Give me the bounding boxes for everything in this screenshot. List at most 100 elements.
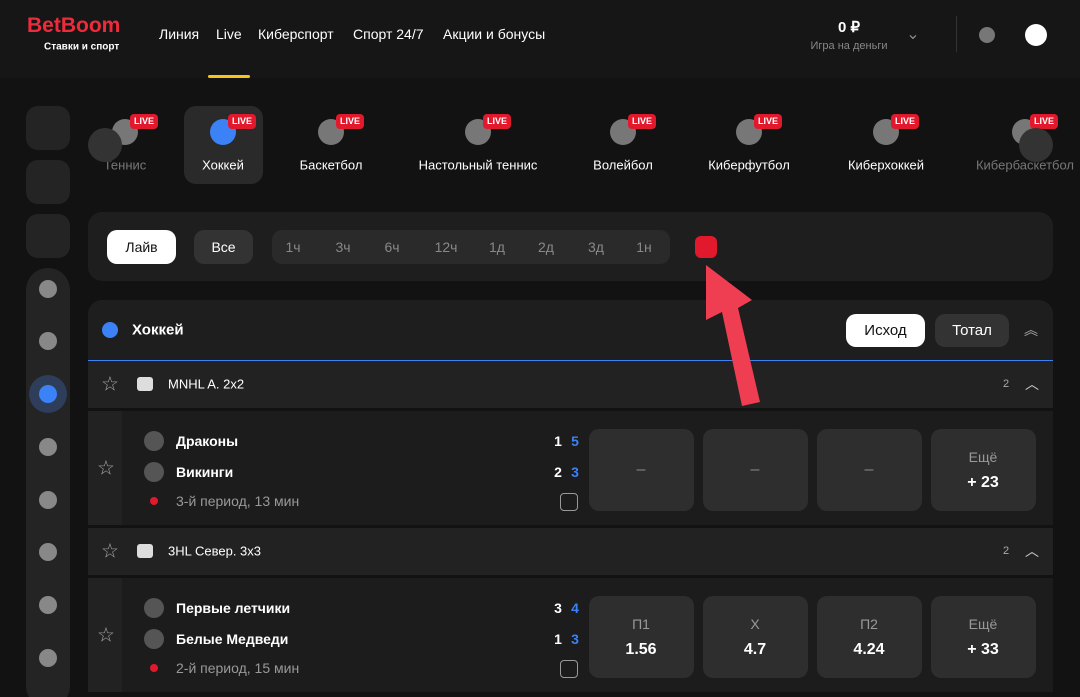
sport-icon[interactable]	[39, 438, 57, 456]
live-badge: LIVE	[891, 114, 919, 129]
sport-label[interactable]: Теннис	[103, 157, 147, 173]
star[interactable]: ☆	[97, 624, 115, 647]
nav-item[interactable]: Линия	[159, 26, 200, 42]
video-filter[interactable]	[695, 236, 717, 258]
more-button[interactable]	[931, 596, 1036, 678]
logo: BetBoom	[27, 14, 121, 37]
sport-icon[interactable]	[39, 596, 57, 614]
team-name: Драконы	[176, 433, 239, 449]
live-badge: LIVE	[1030, 114, 1058, 129]
team-logo	[144, 462, 164, 482]
header	[0, 0, 1080, 78]
period[interactable]: 1н	[636, 239, 652, 255]
sidebar-button[interactable]	[26, 214, 70, 258]
odd-value: 4.24	[853, 641, 885, 658]
league-count: 2	[1002, 378, 1010, 390]
match-status: 3-й период, 13 мин	[176, 493, 300, 509]
sport-label[interactable]: Хоккей	[202, 157, 244, 173]
team-name: Первые летчики	[176, 600, 291, 616]
live-badge: LIVE	[130, 114, 158, 129]
collapse: ︽	[1024, 322, 1038, 338]
sidebar-button[interactable]	[26, 160, 70, 204]
period-score: 4	[571, 600, 579, 616]
team-name: Викинги	[176, 464, 234, 480]
match-stripe	[88, 578, 122, 692]
live-badge: LIVE	[483, 114, 511, 129]
balance-mode: Игра на деньги	[810, 40, 888, 52]
period[interactable]: 2д	[538, 239, 554, 255]
more-value: + 33	[967, 641, 999, 658]
league-toggle: ︿	[1025, 543, 1039, 559]
carousel-left[interactable]	[88, 128, 122, 162]
league-row	[88, 361, 1053, 408]
odd-button[interactable]	[589, 596, 694, 678]
odd-value: –	[636, 461, 646, 478]
sport-label[interactable]: Настольный теннис	[418, 157, 538, 173]
star[interactable]: ☆	[97, 457, 115, 480]
period-group	[272, 230, 670, 264]
sport-label[interactable]: Киберфутбол	[708, 157, 790, 173]
sport-label[interactable]: Киберхоккей	[847, 157, 925, 173]
bell[interactable]	[979, 27, 995, 43]
odd-button[interactable]	[817, 429, 922, 511]
video-icon[interactable]	[560, 660, 578, 678]
odd-value: –	[750, 461, 760, 478]
period[interactable]: 12ч	[434, 239, 458, 255]
odd-value: –	[864, 461, 874, 478]
video-icon[interactable]	[560, 493, 578, 511]
period[interactable]: 3ч	[335, 239, 351, 255]
tab-total[interactable]: Тотал	[935, 314, 1009, 347]
sport-label[interactable]: Кибербаскетбол	[975, 157, 1075, 173]
nav-item[interactable]: Спорт 24/7	[353, 26, 424, 42]
logo-sub: Ставки и спорт	[44, 41, 120, 53]
sport-icon[interactable]	[39, 543, 57, 561]
sport-icon[interactable]	[39, 280, 57, 298]
nav-item[interactable]: Киберспорт	[258, 26, 334, 42]
star[interactable]: ☆	[101, 373, 119, 396]
sport-icon[interactable]	[39, 649, 57, 667]
balance: 0 ₽	[837, 19, 861, 36]
odd-button[interactable]	[589, 429, 694, 511]
sport-label[interactable]: Баскетбол	[299, 157, 363, 173]
period[interactable]: 1ч	[285, 239, 301, 255]
team-name: Белые Медведи	[176, 631, 289, 647]
more-value: + 23	[967, 474, 999, 491]
period[interactable]: 1д	[489, 239, 505, 255]
team-logo	[144, 598, 164, 618]
odd-button[interactable]	[703, 429, 808, 511]
team-logo	[144, 431, 164, 451]
odd-value: 1.56	[625, 641, 657, 658]
odd-button[interactable]	[817, 596, 922, 678]
league-icon	[137, 544, 153, 558]
nav-underline	[208, 75, 250, 78]
sport-icon[interactable]	[39, 332, 57, 350]
nav-item[interactable]: Live	[216, 26, 242, 42]
section-title: Хоккей	[132, 321, 184, 339]
period-score: 3	[571, 464, 579, 480]
sport-label[interactable]: Волейбол	[593, 157, 653, 173]
filter-live[interactable]: Лайв	[107, 230, 176, 264]
tab-outcome[interactable]: Исход	[846, 314, 925, 347]
period[interactable]: 3д	[588, 239, 604, 255]
period[interactable]: 6ч	[384, 239, 400, 255]
more-button[interactable]	[931, 429, 1036, 511]
team-score: 1	[554, 433, 562, 449]
carousel-right[interactable]	[1019, 128, 1053, 162]
more-label: Ещё	[968, 449, 998, 465]
star[interactable]: ☆	[101, 540, 119, 563]
team-score: 1	[554, 631, 562, 647]
sidebar-button[interactable]	[26, 106, 70, 150]
odd-label: П2	[860, 616, 878, 632]
chevron: ⌄	[906, 26, 920, 43]
live-badge: LIVE	[228, 114, 256, 129]
user[interactable]	[1025, 24, 1047, 46]
filter-all[interactable]: Все	[194, 230, 253, 264]
period-score: 5	[571, 433, 579, 449]
odd-button[interactable]	[703, 596, 808, 678]
live-dot	[150, 497, 158, 505]
nav-item[interactable]: Акции и бонусы	[443, 26, 546, 42]
divider	[956, 16, 957, 52]
sport-icon[interactable]	[39, 491, 57, 509]
sport-icon[interactable]	[39, 385, 57, 403]
